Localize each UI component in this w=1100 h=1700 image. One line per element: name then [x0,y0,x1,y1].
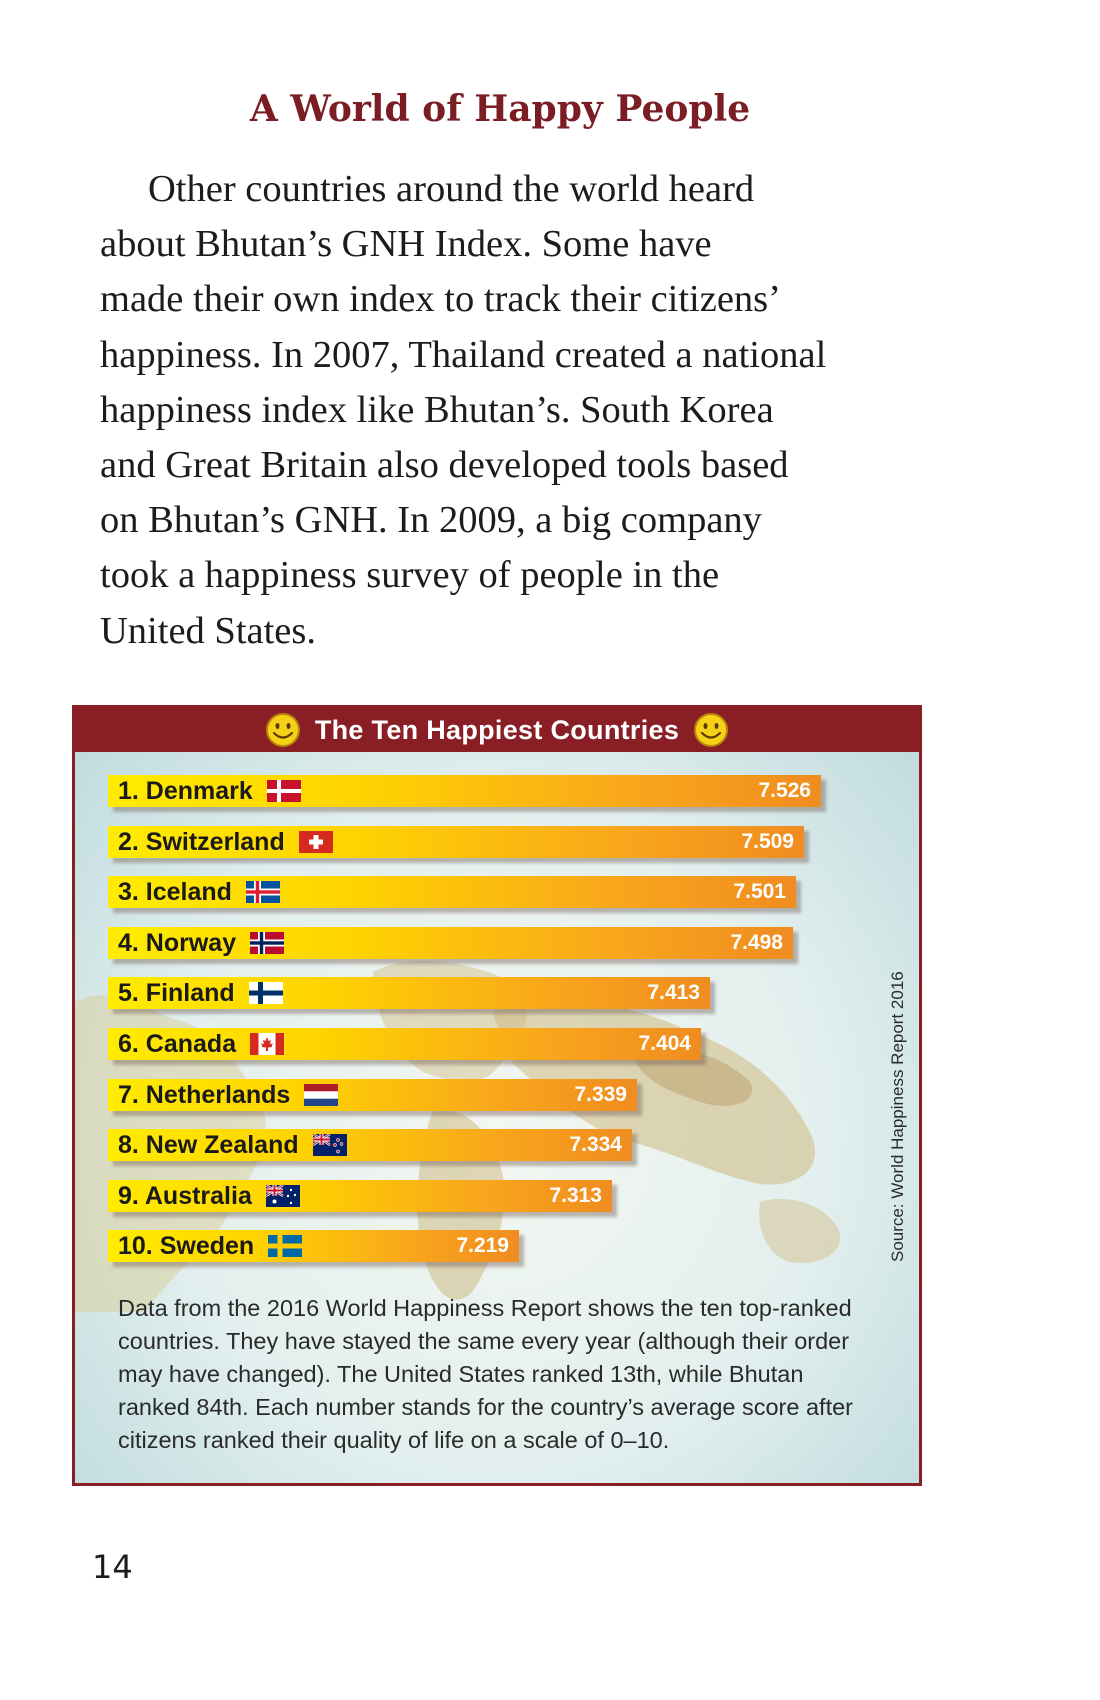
body-line: took a happiness survey of people in the [100,554,720,597]
bar-5: 5. Finland 7.413 [108,977,710,1010]
bar-4: 4. Norway 7.498 [108,926,793,959]
caption-line: ranked 84th. Each number stands for the … [118,1394,854,1420]
bar-country-label: 10. Sweden [118,1232,255,1261]
norway-flag-icon [250,931,284,954]
bar-country-label: 2. Switzerland [118,827,285,856]
bar-country-label: 8. New Zealand [118,1131,299,1160]
bar-value-label: 7.219 [456,1234,509,1258]
body-line: Other countries around the world heard [148,168,755,210]
netherlands-flag-icon [304,1083,338,1106]
body-paragraph: Other countries around the world heard a… [100,162,920,659]
new-zealand-flag-icon [313,1134,347,1157]
bar-8: 8. New Zealand 7.334 [108,1129,632,1162]
bar-value-label: 7.509 [741,829,794,853]
panel-title: The Ten Happiest Countries [314,714,680,745]
bar-1: 1. Denmark 7.526 [108,775,821,807]
caption-line: may have changed). The United States ran… [118,1361,804,1387]
bar-7: 7. Netherlands 7.339 [108,1078,637,1111]
iceland-flag-icon [246,881,280,904]
bar-value-label: 7.404 [638,1032,691,1055]
bar-value-label: 7.526 [758,779,811,802]
bar-country-label: 5. Finland [118,979,235,1008]
bar-value-label: 7.501 [733,880,786,904]
bar-2: 2. Switzerland 7.509 [108,825,804,858]
bar-value-label: 7.334 [569,1133,622,1157]
denmark-flag-icon [267,780,301,802]
body-line: on Bhutan’s GNH. In 2009, a big company [100,499,762,542]
bar-country-label: 6. Canada [118,1030,237,1058]
sweden-flag-icon [268,1235,302,1258]
caption-line: countries. They have stayed the same eve… [118,1328,850,1354]
canada-flag-icon [250,1033,284,1055]
body-line: happiness index like Bhutan’s. South Kor… [100,388,774,431]
bar-3: 3. Iceland 7.501 [108,876,796,909]
smiley-icon [265,713,300,747]
bar-9: 9. Australia 7.313 [108,1179,612,1212]
caption-line: Data from the 2016 World Happiness Repor… [118,1295,852,1321]
bar-6: 6. Canada 7.404 [108,1028,701,1060]
switzerland-flag-icon [299,830,333,853]
finland-flag-icon [249,982,283,1005]
bar-country-label: 3. Iceland [118,878,232,907]
smiley-icon [694,713,729,747]
bar-country-label: 1. Denmark [118,777,253,805]
bar-value-label: 7.498 [730,930,783,954]
bar-10: 10. Sweden 7.219 [108,1230,519,1263]
bar-country-label: 4. Norway [118,928,237,957]
bar-country-label: 9. Australia [118,1181,252,1210]
bar-value-label: 7.313 [549,1183,602,1207]
australia-flag-icon [266,1184,300,1207]
source-credit: Source: World Happiness Report 2016 [888,971,907,1262]
chart-caption: Data from the 2016 World Happiness Repor… [118,1292,878,1457]
page-number: 14 [92,1548,133,1586]
body-line: made their own index to track their citi… [100,278,781,321]
body-line: United States. [100,609,316,652]
caption-line: citizens ranked their quality of life on… [118,1427,670,1453]
body-line: about Bhutan’s GNH Index. Some have [100,223,712,266]
panel-header: The Ten Happiest Countries [75,708,919,752]
bar-value-label: 7.339 [574,1082,627,1106]
bar-value-label: 7.413 [647,981,700,1005]
page-heading: A World of Happy People [249,88,751,130]
bar-country-label: 7. Netherlands [118,1080,291,1109]
body-line: and Great Britain also developed tools b… [100,444,789,487]
body-line: happiness. In 2007, Thailand created a n… [100,333,827,376]
